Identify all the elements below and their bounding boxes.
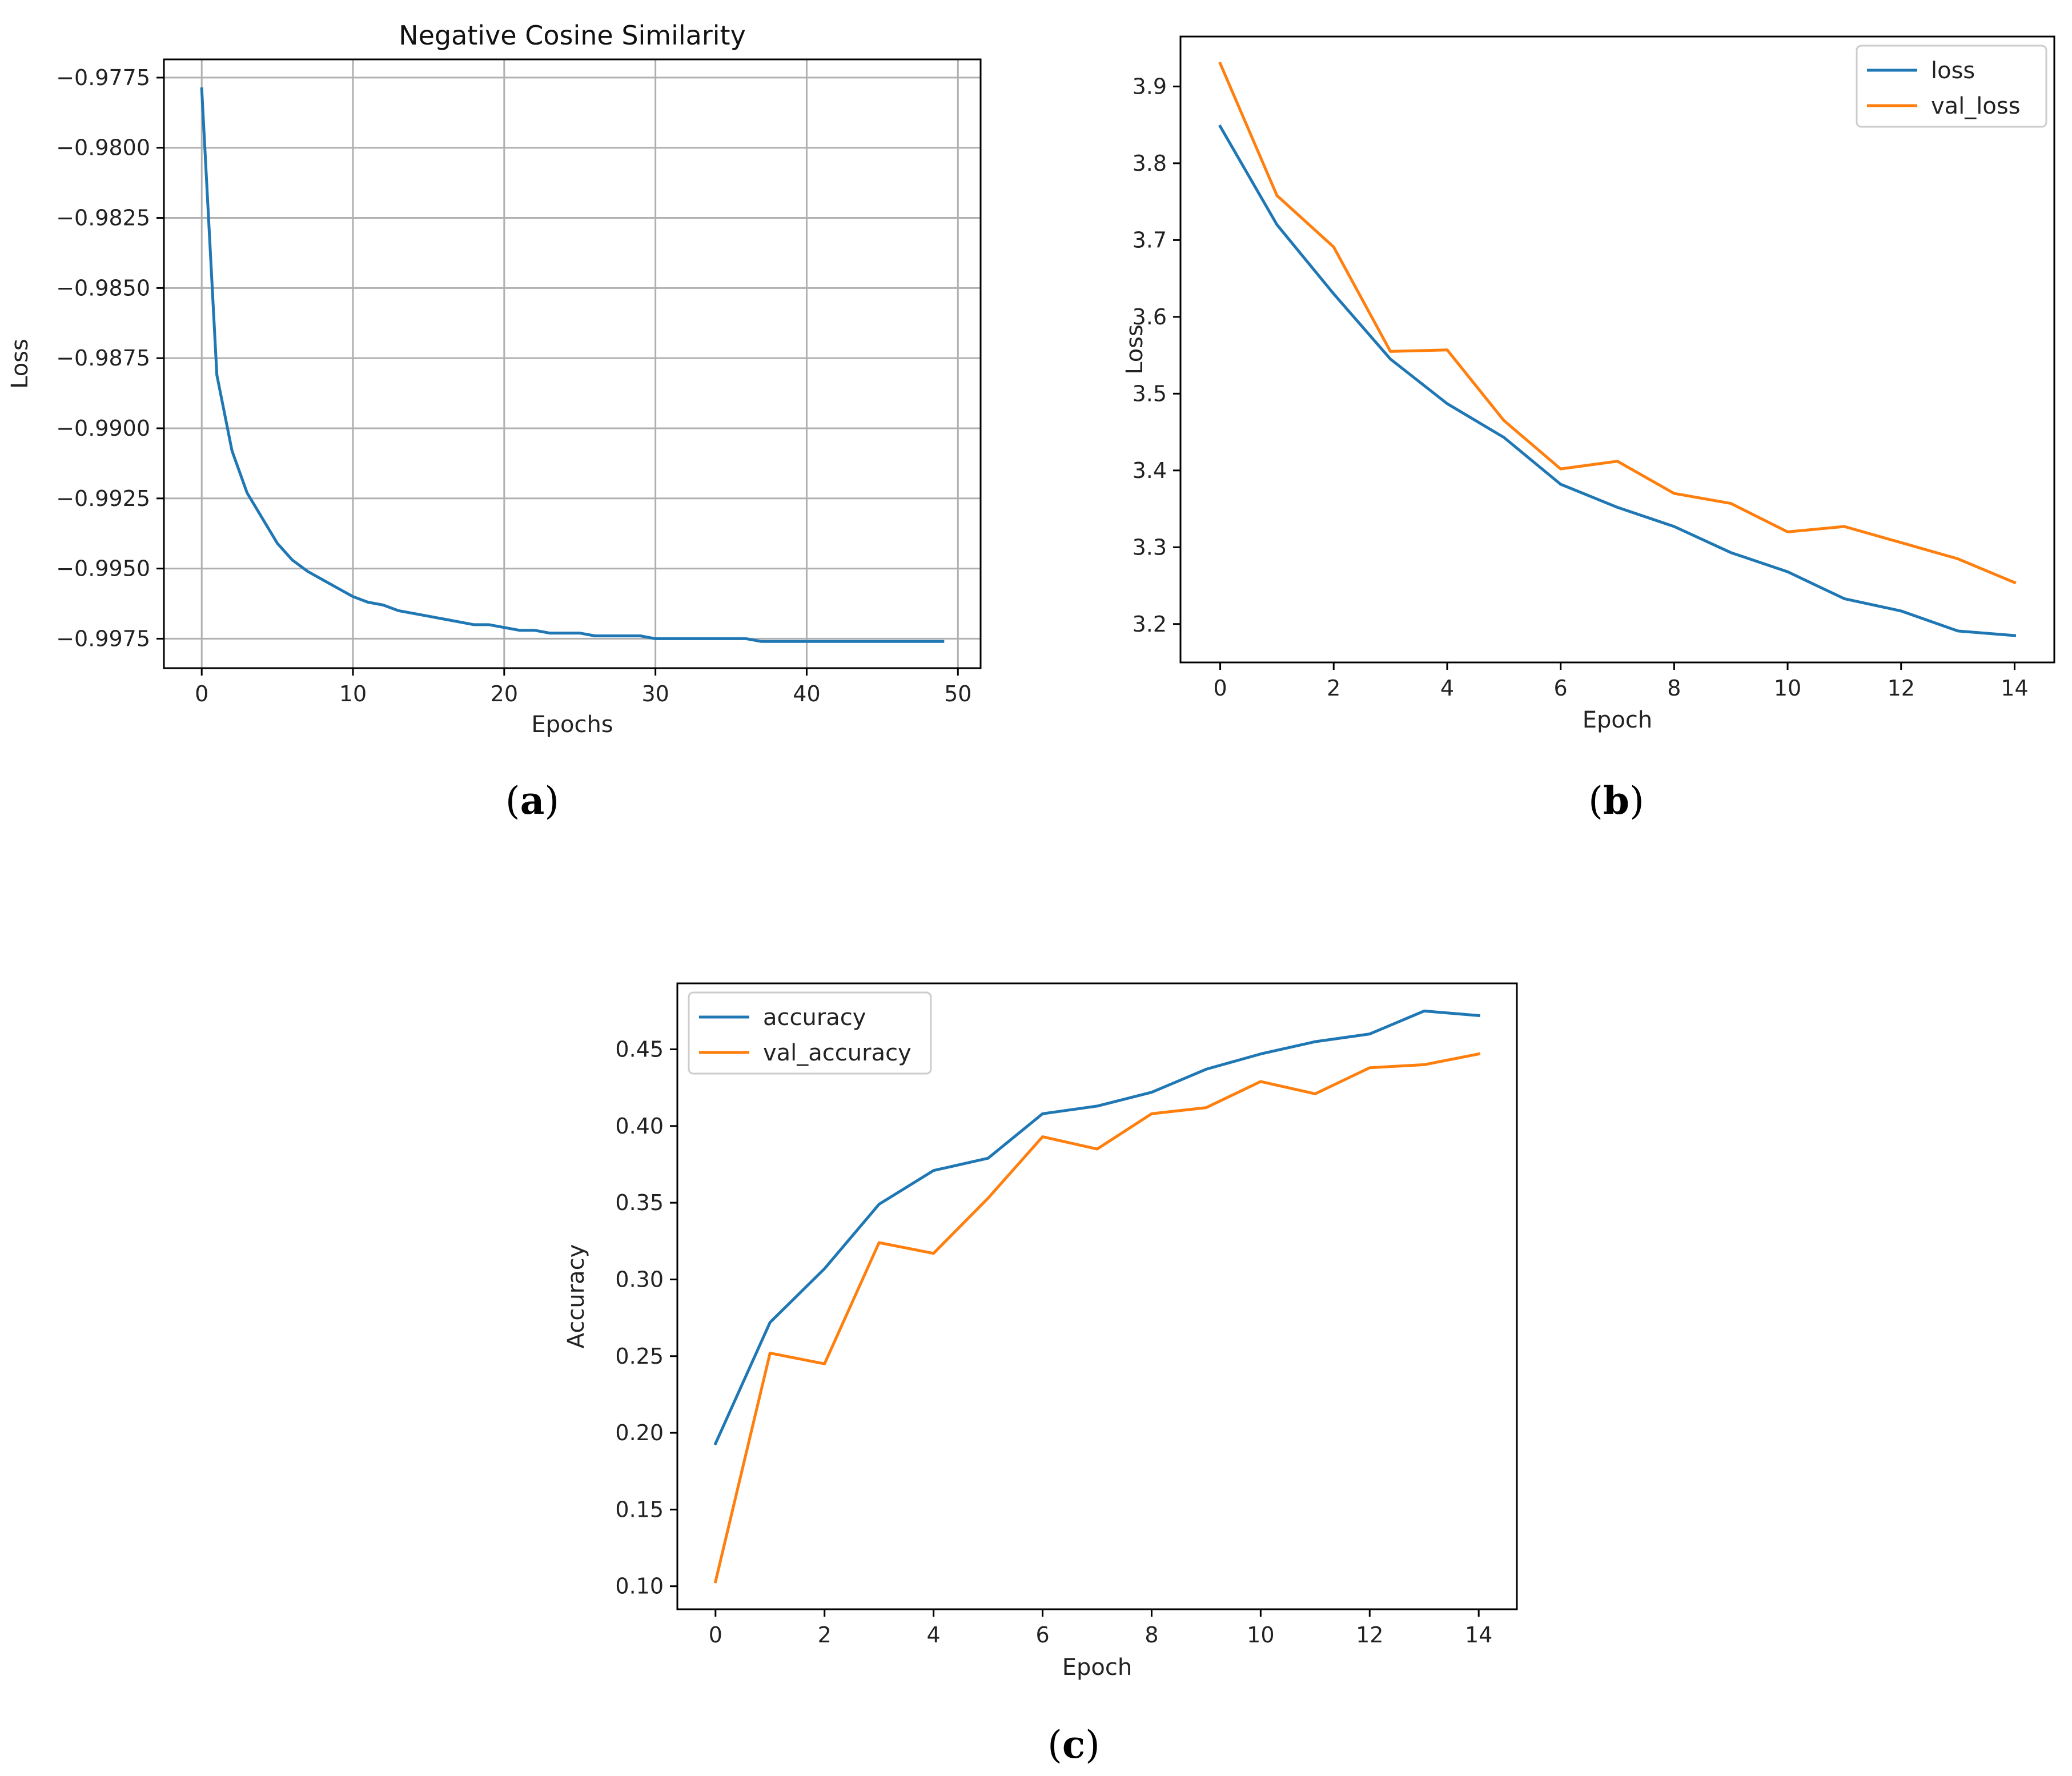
caption-b-letter: b — [1603, 778, 1629, 823]
caption-c-letter: c — [1062, 1722, 1085, 1767]
chart-c-x-tick-label-4: 8 — [1145, 1622, 1158, 1648]
chart-a-y-tick-label-7: −0.9950 — [56, 556, 150, 581]
chart-a-x-tick-label-0: 0 — [195, 681, 208, 706]
chart-b-y-tick-label-7: 3.9 — [1133, 74, 1167, 99]
chart-b-y-tick-label-4: 3.6 — [1133, 304, 1167, 330]
chart-a-y-axis-label: Loss — [7, 339, 33, 389]
chart-c-x-tick-label-5: 10 — [1247, 1622, 1274, 1648]
chart-b-series-val-loss-line — [1218, 61, 2017, 585]
chart-a-plot-frame — [163, 58, 982, 669]
chart-a-x-tick-label-2: 20 — [491, 681, 518, 706]
chart-c-y-tick-label-4: 0.30 — [615, 1267, 664, 1292]
chart-c-plot-frame — [676, 982, 1518, 1610]
chart-a-y-tick-label-3: −0.9850 — [56, 275, 150, 300]
caption-a: (a) — [505, 778, 559, 823]
chart-b-y-axis-label: Loss — [1122, 324, 1148, 375]
chart-a-series-loss-line — [200, 87, 945, 643]
chart-c-series-accuracy-line — [713, 1009, 1480, 1446]
chart-a-y-tick-label-4: −0.9875 — [56, 345, 150, 371]
chart-a-x-tick-label-3: 30 — [641, 681, 669, 706]
chart-c-x-tick-label-3: 6 — [1035, 1622, 1049, 1648]
chart-b-y-tick-label-6: 3.8 — [1133, 151, 1167, 176]
chart-b-y-tick-label-2: 3.4 — [1133, 458, 1167, 483]
chart-c-x-tick-label-6: 12 — [1356, 1622, 1383, 1648]
chart-b-x-tick-label-6: 12 — [1888, 676, 1915, 701]
chart-a-x-axis-label: Epochs — [531, 712, 613, 738]
chart-b-legend-label-val-loss: val_loss — [1931, 93, 2021, 119]
chart-b-y-tick-label-3: 3.5 — [1133, 381, 1167, 406]
chart-c-y-tick-label-2: 0.20 — [615, 1420, 664, 1445]
chart-c-x-tick-label-2: 4 — [927, 1622, 941, 1648]
chart-b-x-tick-label-2: 4 — [1440, 676, 1454, 701]
caption-b: (b) — [1588, 778, 1644, 823]
chart-c-y-tick-label-6: 0.40 — [615, 1114, 664, 1139]
chart-a-y-tick-label-8: −0.9975 — [56, 626, 150, 651]
chart-c-legend-label-val-accuracy: val_accuracy — [763, 1040, 911, 1066]
chart-c-y-tick-label-0: 0.10 — [615, 1574, 664, 1599]
chart-b-legend-label-loss: loss — [1931, 58, 1975, 84]
chart-b-y-tick-label-1: 3.3 — [1133, 535, 1167, 560]
chart-c-legend: accuracy val_accuracy — [688, 991, 932, 1075]
chart-c-y-tick-label-1: 0.15 — [615, 1497, 664, 1522]
chart-b-plot-frame — [1179, 35, 2055, 664]
chart-a-y-tick-label-1: −0.9800 — [56, 135, 150, 160]
chart-b-x-tick-label-5: 10 — [1774, 676, 1801, 701]
chart-b-loss: 0 2 4 6 8 10 12 14 3.2 3.3 3.4 3.5 3.6 3.7 3.8 3.9 Epoch… — [1122, 35, 2055, 733]
chart-b-x-tick-label-0: 0 — [1213, 676, 1227, 701]
caption-a-letter: a — [520, 778, 545, 823]
chart-c-y-tick-label-3: 0.25 — [615, 1344, 664, 1369]
chart-c-accuracy: 0 2 4 6 8 10 12 14 0.10 0.15 0.20 0.25 0.30 0.35 0.40 0… — [563, 982, 1518, 1681]
chart-a-x-tick-label-4: 40 — [793, 681, 820, 706]
chart-a-y-tick-label-6: −0.9925 — [56, 486, 150, 511]
chart-b-x-axis-label: Epoch — [1583, 707, 1652, 733]
chart-c-y-axis-label: Accuracy — [563, 1244, 589, 1349]
chart-c-x-tick-label-1: 2 — [818, 1622, 832, 1648]
chart-b-y-tick-label-0: 3.2 — [1133, 612, 1167, 637]
chart-a-negative-cosine-similarity: 0 10 20 30 40 50 −0.9775 −0.9800 −0.9825 −0.9850 −… — [7, 20, 982, 738]
chart-c-x-axis-label: Epoch — [1062, 1654, 1132, 1681]
caption-c: (c) — [1047, 1722, 1100, 1767]
chart-b-series-loss-line — [1218, 124, 2017, 637]
chart-b-x-tick-label-1: 2 — [1327, 676, 1340, 701]
chart-b-x-tick-label-3: 6 — [1554, 676, 1568, 701]
chart-a-y-tick-label-0: −0.9775 — [56, 65, 150, 90]
chart-b-x-tick-label-4: 8 — [1667, 676, 1681, 701]
chart-c-legend-label-accuracy: accuracy — [763, 1004, 866, 1031]
chart-a-title: Negative Cosine Similarity — [399, 20, 746, 51]
chart-a-y-tick-label-2: −0.9825 — [56, 206, 150, 231]
chart-b-x-tick-label-7: 14 — [2001, 676, 2028, 701]
chart-a-y-tick-label-5: −0.9900 — [56, 416, 150, 441]
chart-c-x-tick-label-7: 14 — [1465, 1622, 1492, 1648]
chart-a-x-tick-label-5: 50 — [944, 681, 971, 706]
chart-b-legend: loss val_loss — [1856, 45, 2047, 128]
chart-c-series-val-accuracy-line — [713, 1052, 1481, 1584]
chart-c-y-tick-label-5: 0.35 — [615, 1190, 664, 1215]
chart-b-y-tick-label-5: 3.7 — [1133, 227, 1167, 252]
chart-c-y-tick-label-7: 0.45 — [615, 1037, 664, 1062]
chart-c-x-tick-label-0: 0 — [709, 1622, 722, 1648]
chart-a-x-tick-label-1: 10 — [339, 681, 367, 706]
